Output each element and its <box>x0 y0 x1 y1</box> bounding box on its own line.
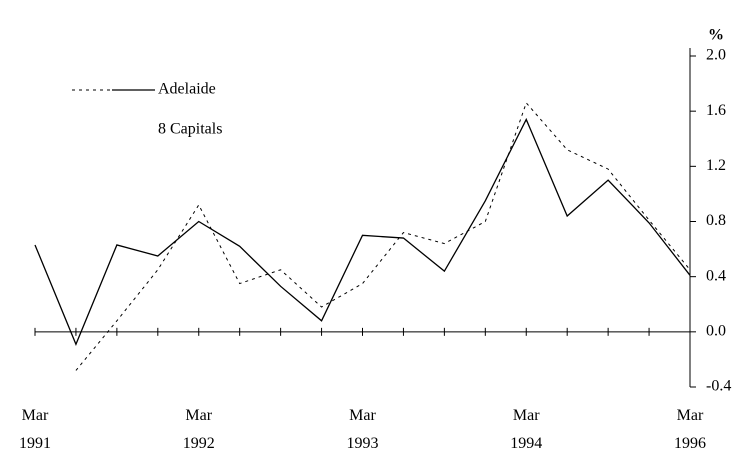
y-tick-label: 0.8 <box>706 212 726 229</box>
x-tick-label: Mar 1994 <box>510 407 543 452</box>
legend-label: Adelaide <box>158 81 216 98</box>
y-tick-label: 0.4 <box>706 267 726 284</box>
x-tick-label: Mar 1992 <box>182 407 215 452</box>
y-tick-label: 1.2 <box>706 157 726 174</box>
y-tick-label: 2.0 <box>706 47 726 64</box>
x-tick-label: Mar 1996 <box>674 407 706 452</box>
legend-label: 8 Capitals <box>158 121 222 138</box>
y-unit: % <box>708 27 724 44</box>
x-tick-label: Mar 1993 <box>346 407 379 452</box>
series-line <box>34 117 691 346</box>
x-tick-label: Mar 1991 <box>19 407 51 452</box>
series-line <box>75 101 691 371</box>
y-tick-label: 0.0 <box>706 323 726 340</box>
y-tick-label: -0.4 <box>706 378 731 395</box>
y-tick-label: 1.6 <box>706 102 726 119</box>
